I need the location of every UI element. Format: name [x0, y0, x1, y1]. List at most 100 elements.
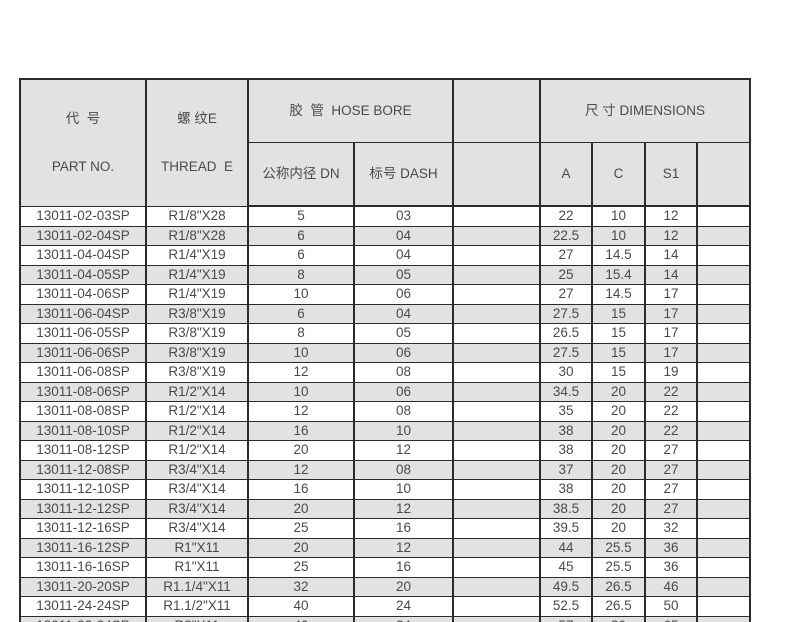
- cell-dash: 04: [353, 225, 454, 246]
- cell-dim-c: 20: [591, 381, 646, 402]
- cell-spacer-right: [695, 381, 752, 402]
- cell-spacer-mid: [452, 381, 541, 402]
- cell-dim-a: 34.5: [539, 381, 593, 402]
- cell-part-no: 13011-24-24SP: [19, 596, 147, 617]
- cell-dash: 06: [353, 284, 454, 305]
- cell-spacer-right: [695, 362, 752, 383]
- cell-part-no: 13011-20-20SP: [19, 576, 147, 597]
- cell-dim-c: 25.5: [591, 557, 646, 578]
- cell-dn: 20: [247, 498, 355, 519]
- cell-dash: 12: [353, 498, 454, 519]
- cell-dim-c: 15: [591, 362, 646, 383]
- table-row: 13011-06-06SP R3/8"X19 10 06 27.5 15 17: [19, 342, 752, 363]
- header-sub-row: 公称内径 DN 标号 DASH A C S1: [20, 142, 752, 207]
- cell-dim-c: 10: [591, 225, 646, 246]
- cell-thread-e: R1/2"X14: [145, 381, 249, 402]
- cell-dim-c: 26.5: [591, 596, 646, 617]
- cell-dash: 16: [353, 557, 454, 578]
- cell-thread-e: R3/8"X19: [145, 303, 249, 324]
- cell-dash: 12: [353, 537, 454, 558]
- cell-spacer-right: [695, 615, 752, 622]
- cell-dim-c: 20: [591, 479, 646, 500]
- cell-dim-c: 26.5: [591, 576, 646, 597]
- header-dn: 公称内径 DN: [247, 142, 355, 207]
- cell-dn: 32: [247, 576, 355, 597]
- cell-dim-a: 26.5: [539, 323, 593, 344]
- cell-dash: 06: [353, 342, 454, 363]
- cell-dn: 5: [247, 205, 355, 227]
- cell-dim-a: 38: [539, 479, 593, 500]
- cell-dim-s1: 32: [644, 518, 698, 539]
- cell-thread-e: R1/2"X14: [145, 440, 249, 461]
- cell-dim-c: 20: [591, 459, 646, 480]
- cell-dim-a: 27.5: [539, 303, 593, 324]
- table-row: 13011-02-04SP R1/8"X28 6 04 22.5 10 12: [19, 225, 752, 246]
- cell-spacer-right: [695, 537, 752, 558]
- table-row: 13011-08-12SP R1/2"X14 20 12 38 20 27: [19, 440, 752, 461]
- cell-dn: 40: [247, 615, 355, 622]
- cell-spacer-mid: [452, 303, 541, 324]
- cell-dim-a: 25: [539, 264, 593, 285]
- cell-dn: 6: [247, 245, 355, 266]
- cell-dim-c: 25.5: [591, 537, 646, 558]
- header-part-no-en: PART NO.: [51, 158, 115, 174]
- cell-dim-s1: 12: [644, 225, 698, 246]
- cell-dash: 05: [353, 323, 454, 344]
- cell-dim-c: 14.5: [591, 284, 646, 305]
- cell-thread-e: R1.1/4"X11: [145, 576, 249, 597]
- cell-dash: 04: [353, 303, 454, 324]
- cell-spacer-right: [695, 557, 752, 578]
- cell-dim-s1: 27: [644, 459, 698, 480]
- cell-spacer-right: [695, 420, 752, 441]
- cell-dim-s1: 17: [644, 323, 698, 344]
- header-col-c: C: [591, 142, 646, 207]
- cell-dn: 16: [247, 420, 355, 441]
- table-row: 13011-06-04SP R3/8"X19 6 04 27.5 15 17: [19, 303, 752, 324]
- table-row: 13011-04-06SP R1/4"X19 10 06 27 14.5 17: [19, 284, 752, 305]
- cell-part-no: 13011-08-12SP: [19, 440, 147, 461]
- cell-dn: 6: [247, 225, 355, 246]
- cell-dash: 10: [353, 479, 454, 500]
- cell-dim-s1: 65: [644, 615, 698, 622]
- cell-thread-e: R1/8"X28: [145, 205, 249, 227]
- cell-spacer-mid: [452, 342, 541, 363]
- cell-spacer-mid: [452, 284, 541, 305]
- cell-dim-a: 52.5: [539, 596, 593, 617]
- cell-dim-s1: 22: [644, 401, 698, 422]
- cell-dash: 20: [353, 576, 454, 597]
- cell-thread-e: R1"X11: [145, 537, 249, 558]
- cell-dim-s1: 27: [644, 498, 698, 519]
- cell-spacer-right: [695, 284, 752, 305]
- cell-thread-e: R1.1/2"X11: [145, 596, 249, 617]
- cell-dim-a: 22.5: [539, 225, 593, 246]
- cell-dim-a: 38: [539, 420, 593, 441]
- cell-spacer-mid: [452, 518, 541, 539]
- cell-dn: 25: [247, 557, 355, 578]
- cell-dim-c: 10: [591, 205, 646, 227]
- cell-dim-s1: 17: [644, 284, 698, 305]
- cell-spacer-mid: [452, 596, 541, 617]
- cell-part-no: 13011-12-10SP: [19, 479, 147, 500]
- cell-spacer-right: [695, 459, 752, 480]
- header-part-no-zh: 代 号: [65, 110, 101, 126]
- header-spacer-right: [695, 142, 752, 207]
- cell-dim-a: 57: [539, 615, 593, 622]
- cell-dim-a: 38.5: [539, 498, 593, 519]
- cell-dash: 12: [353, 440, 454, 461]
- cell-dn: 10: [247, 381, 355, 402]
- cell-dim-s1: 14: [644, 245, 698, 266]
- cell-dim-a: 39.5: [539, 518, 593, 539]
- cell-dash: 03: [353, 205, 454, 227]
- cell-spacer-mid: [452, 323, 541, 344]
- cell-thread-e: R3/8"X19: [145, 362, 249, 383]
- cell-dim-s1: 17: [644, 342, 698, 363]
- cell-thread-e: R3/4"X14: [145, 498, 249, 519]
- cell-part-no: 13011-04-05SP: [19, 264, 147, 285]
- cell-dn: 8: [247, 323, 355, 344]
- cell-dim-a: 27: [539, 284, 593, 305]
- table-body: 13011-02-03SP R1/8"X28 5 03 22 10 12 13011-02-0…: [19, 205, 752, 622]
- cell-dash: 24: [353, 596, 454, 617]
- cell-part-no: 13011-32-24SP: [19, 615, 147, 622]
- table-row: 13011-04-04SP R1/4"X19 6 04 27 14.5 14: [19, 245, 752, 266]
